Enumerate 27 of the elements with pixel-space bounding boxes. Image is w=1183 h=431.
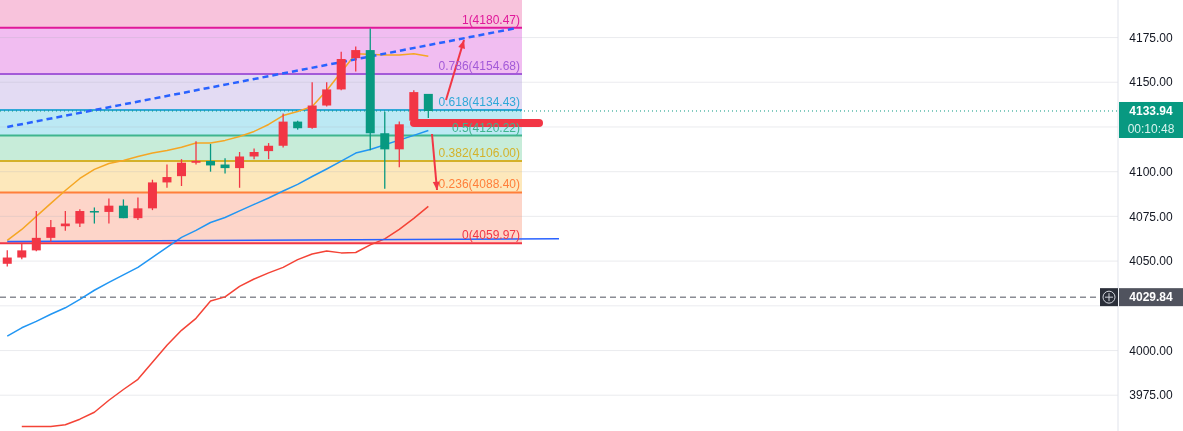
line-series xyxy=(6,129,430,337)
line-series xyxy=(21,205,430,428)
ref-line-label: 0.618(4134.43) xyxy=(438,95,520,110)
candlestick xyxy=(176,158,186,187)
candlestick xyxy=(351,45,361,73)
ref-line-label: 0.236(4088.40) xyxy=(438,177,520,192)
candlestick xyxy=(322,81,332,108)
candlestick xyxy=(307,81,317,130)
candlestick xyxy=(104,197,114,225)
y-tick-label: 4100.00 xyxy=(1129,164,1174,179)
candlestick xyxy=(206,143,216,173)
ref-line-label: 4133.94 xyxy=(1129,104,1174,119)
candlestick xyxy=(191,140,201,166)
candlestick xyxy=(249,147,259,160)
ref-line-label: 0.382(4106.00) xyxy=(438,145,520,160)
ref-line-label: 4029.84 xyxy=(1129,290,1174,305)
y-tick-label: 4050.00 xyxy=(1129,254,1174,269)
candlestick xyxy=(235,151,245,189)
y-tick-label: 3975.00 xyxy=(1129,388,1174,403)
text: 00:10:48 xyxy=(1127,122,1175,137)
y-tick-label: 4000.00 xyxy=(1129,343,1174,358)
candlestick xyxy=(133,196,143,221)
y-tick-label: 4150.00 xyxy=(1129,75,1174,90)
candlestick xyxy=(162,163,172,189)
y-tick-label: 4075.00 xyxy=(1129,209,1174,224)
ref-line-label: 1(4180.47) xyxy=(461,12,520,27)
y-tick-label: 4175.00 xyxy=(1129,30,1174,45)
